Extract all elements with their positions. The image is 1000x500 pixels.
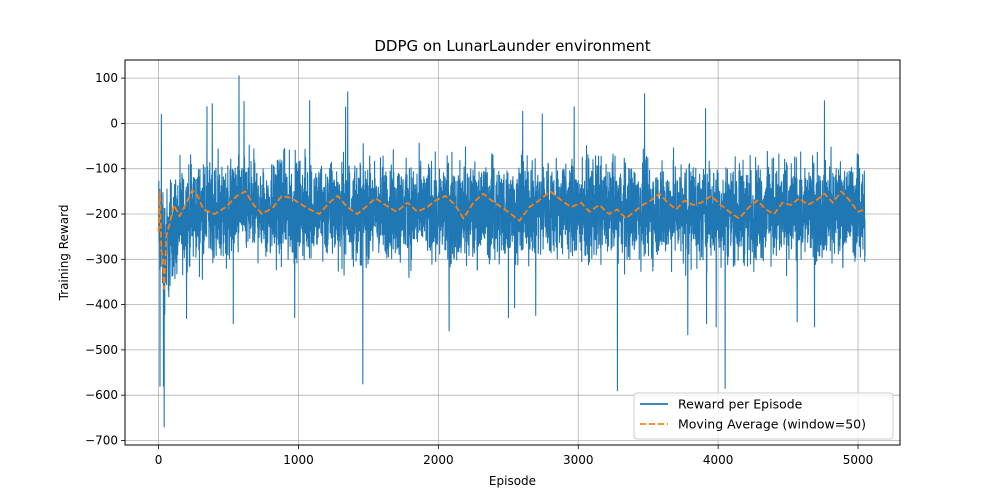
series-reward-per-episode	[158, 75, 866, 428]
y-tick-label: −100	[85, 162, 118, 176]
legend-label-moving-average: Moving Average (window=50)	[678, 417, 866, 432]
y-tick-label: −400	[85, 298, 118, 312]
y-tick-label: 100	[95, 71, 118, 85]
x-tick-label: 5000	[843, 453, 874, 467]
plot-frame	[124, 59, 901, 446]
series-moving-average	[157, 189, 866, 290]
x-tick-label: 2000	[423, 453, 454, 467]
y-tick-label: −600	[85, 388, 118, 402]
ticks: 0 1000 2000 3000 4000 50001000−100−200−300−40…	[85, 71, 873, 467]
legend-box	[633, 392, 894, 440]
chart-title: DDPG on LunarLaunder environment	[374, 37, 650, 55]
y-tick-label: −500	[85, 343, 118, 357]
series-layer	[157, 75, 866, 428]
x-tick-label: 3000	[563, 453, 594, 467]
legend: Reward per Episode Moving Average (windo…	[633, 392, 894, 440]
x-tick-label: 1000	[283, 453, 314, 467]
x-axis-label: Episode	[489, 474, 536, 488]
y-tick-label: −200	[85, 207, 118, 221]
y-tick-label: −300	[85, 252, 118, 266]
y-tick-label: −700	[85, 433, 118, 447]
x-tick-label: 4000	[703, 453, 734, 467]
y-axis-label: Training Reward	[57, 205, 71, 302]
legend-label-reward: Reward per Episode	[678, 397, 803, 412]
y-tick-label: 0	[110, 116, 118, 130]
x-tick-label: 0	[155, 453, 163, 467]
